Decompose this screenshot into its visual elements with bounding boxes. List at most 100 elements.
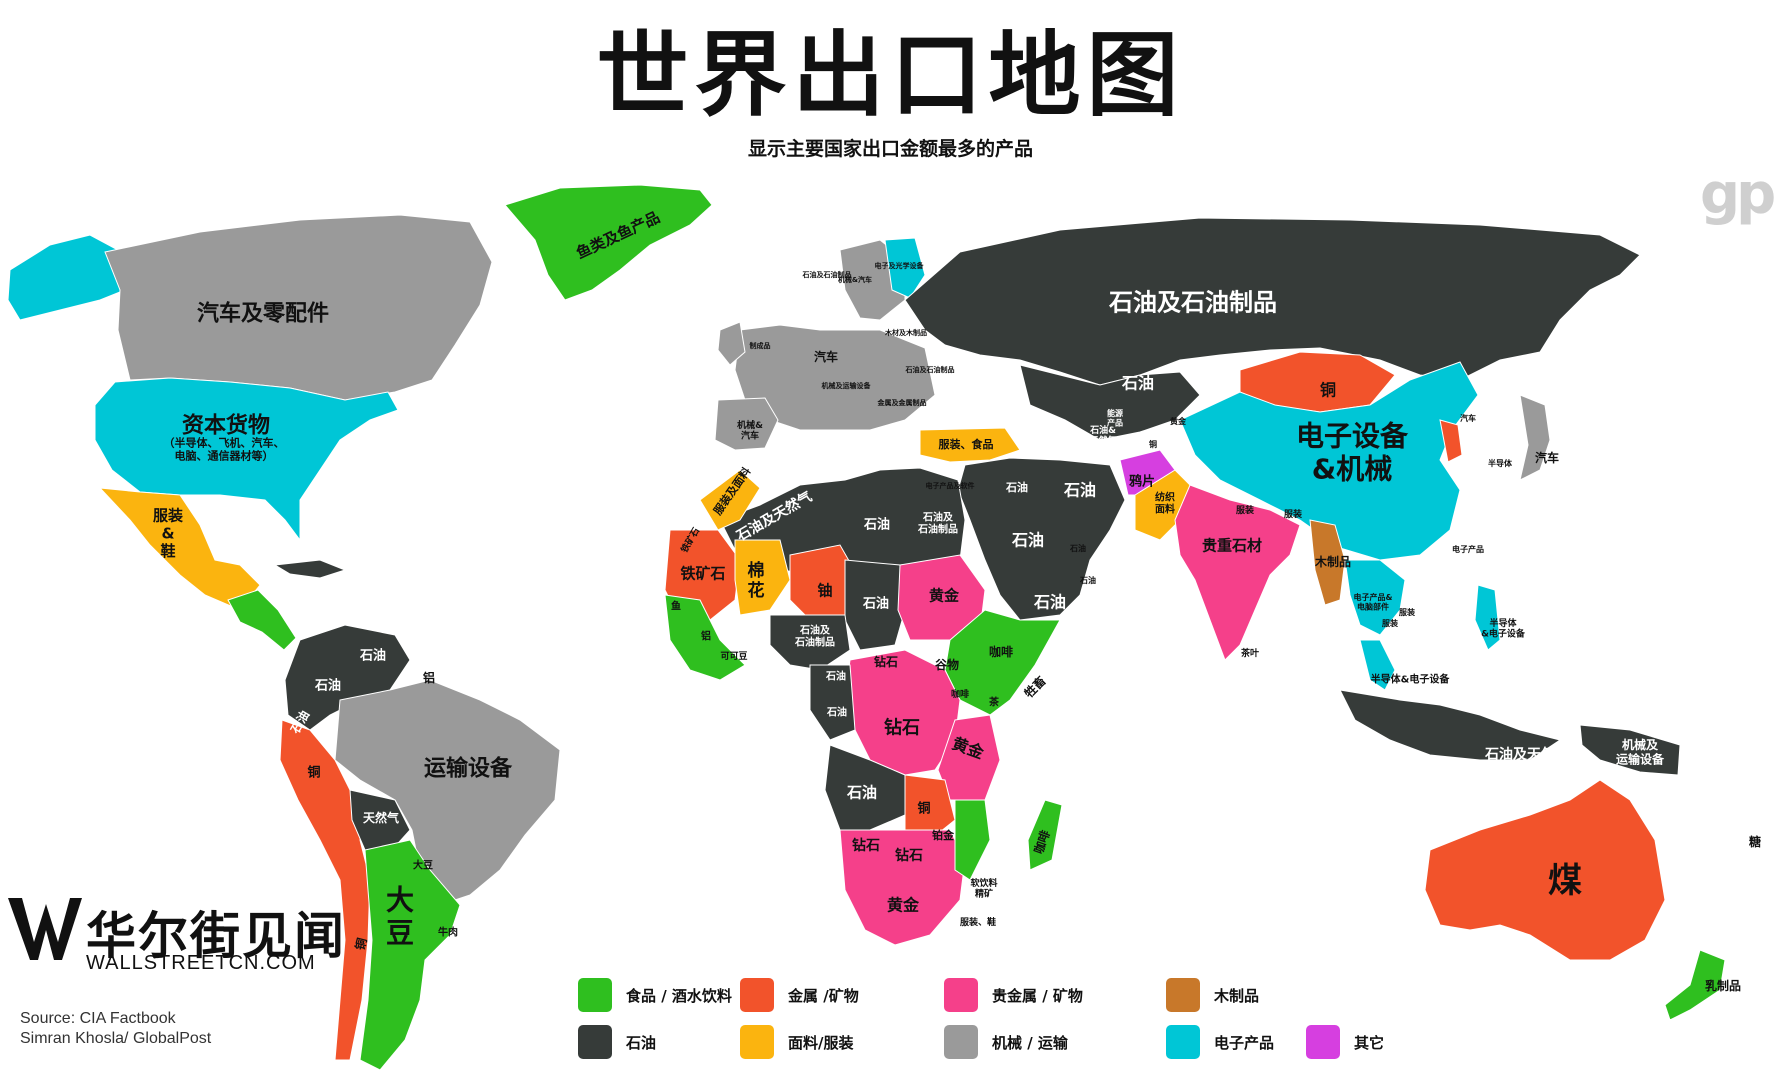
legend-item-electronics: 电子产品	[1166, 1025, 1274, 1059]
region-label-69: 服装	[1236, 504, 1255, 516]
legend-item-machinery: 机械 / 运输	[944, 1025, 1068, 1059]
small-label-1: 机械&汽车	[838, 275, 872, 284]
land-shapes	[7, 184, 1726, 1071]
region-label-67: 电子产品	[1452, 544, 1484, 554]
region-label-68: 服装	[1284, 508, 1303, 520]
region-label-51: 石油及天然气	[1484, 746, 1569, 763]
region-label-47: 铜	[352, 936, 370, 951]
region-label-42: 石油	[359, 648, 386, 664]
legend-item-food: 食品 / 酒水饮料	[578, 978, 732, 1012]
legend-swatch	[578, 1025, 612, 1059]
source-line-1: Source: CIA Factbook	[20, 1010, 176, 1027]
region-label-23: 铁矿石	[680, 564, 725, 582]
region-label-72: 咖啡	[951, 688, 969, 700]
region-brazil	[334, 679, 561, 906]
region-label-27: 黄金	[929, 586, 960, 604]
region-japan	[1519, 394, 1551, 481]
region-label-33: 钻石	[884, 716, 920, 738]
region-label-8: 煤	[1548, 861, 1582, 901]
legend-label: 石油	[626, 1033, 657, 1052]
wallstreetcn-url[interactable]: WALLSTREETCN.COM	[86, 952, 316, 974]
region-uk	[717, 321, 746, 366]
map-title: 世界出口地图	[596, 22, 1185, 129]
region-label-73: 可可豆	[720, 651, 747, 662]
region-west-coast-food	[664, 594, 746, 681]
region-label-54: 木制品	[1314, 554, 1351, 569]
region-canada	[104, 214, 493, 401]
legend-swatch	[944, 978, 978, 1012]
region-label-16: 鸦片	[1129, 474, 1155, 490]
region-label-65: 服装、鞋	[960, 916, 996, 928]
region-label-4: （半导体、飞机、汽车、电脑、通信器材等）	[164, 435, 285, 462]
region-morocco	[699, 469, 761, 531]
region-label-62: 石油	[826, 706, 847, 719]
small-label-4: 制成品	[750, 341, 771, 350]
wallstreetcn-name: 华尔街见闻	[86, 906, 346, 965]
region-caribbean	[273, 559, 347, 579]
region-label-74: 铝	[701, 630, 711, 643]
region-india	[1174, 484, 1301, 661]
region-label-79: 电子产品&电脑部件	[1354, 592, 1393, 611]
small-label-13: 石油	[1079, 575, 1096, 585]
region-label-57: 乳制品	[1705, 978, 1741, 993]
region-se-asia	[1344, 559, 1406, 636]
region-mozambique	[954, 799, 991, 881]
source-line-2: Simran Khosla/ GlobalPost	[20, 1030, 212, 1047]
region-finland	[884, 237, 926, 299]
region-label-13: 石油	[1063, 481, 1096, 500]
region-southern-africa	[839, 829, 966, 946]
map-subtitle: 显示主要国家出口金额最多的产品	[747, 138, 1033, 160]
region-label-14: 石油	[1011, 531, 1044, 550]
region-png	[1579, 724, 1681, 776]
region-label-46: 天然气	[363, 810, 399, 825]
region-myanmar	[1309, 519, 1346, 606]
region-label-26: 石油	[862, 596, 889, 612]
region-label-2: 汽车及零配件	[197, 301, 329, 327]
region-label-36: 铜	[916, 801, 930, 817]
globalpost-logo: gp	[1700, 162, 1776, 227]
region-iberia	[714, 397, 779, 451]
region-label-11: 石油	[1121, 374, 1154, 393]
legend-label: 食品 / 酒水饮料	[626, 986, 732, 1005]
region-madagascar	[1027, 799, 1063, 871]
region-label-40: 铂金	[932, 828, 955, 842]
legend-label: 金属 /矿物	[788, 986, 859, 1005]
region-label-63: 石油	[825, 670, 846, 683]
region-angola	[824, 744, 906, 831]
region-label-75: 鱼	[671, 600, 681, 613]
region-label-38: 钻石	[895, 847, 923, 864]
region-turkey	[919, 427, 1021, 463]
region-malaysia	[1359, 639, 1396, 691]
region-label-31: 谷物	[935, 657, 959, 672]
legend-swatch	[578, 978, 612, 1012]
region-mexico	[98, 487, 261, 611]
small-label-5: 机械及运输设备	[822, 381, 872, 390]
region-label-60: 机械&汽车	[737, 419, 763, 442]
legend-swatch	[944, 1025, 978, 1059]
region-label-35: 石油	[846, 783, 877, 801]
region-label-71: 茶	[988, 696, 1000, 709]
region-label-50: 铝	[423, 670, 435, 685]
region-label-55: 半导体&电子设备	[1371, 673, 1451, 686]
region-indonesia	[1339, 689, 1562, 761]
region-label-37: 钻石	[852, 837, 880, 854]
region-label-3: 资本货物	[182, 413, 270, 439]
legend-swatch	[1166, 978, 1200, 1012]
region-label-59: 汽车	[814, 349, 838, 364]
region-peru-chile	[279, 719, 371, 1061]
region-label-10: 贵重石材	[1202, 536, 1262, 554]
small-label-3: 石油及石油制品	[905, 365, 955, 374]
legend-label: 电子产品	[1214, 1033, 1275, 1052]
region-label-17: 纺织面料	[1155, 491, 1175, 516]
small-label-0: 电子及光学设备	[875, 261, 925, 270]
region-label-66: 半导体	[1488, 458, 1513, 468]
region-label-64: 软饮料精矿	[970, 877, 997, 900]
region-label-61: 石油	[1005, 480, 1028, 494]
region-label-32: 钻石	[874, 654, 898, 669]
legend-label: 木制品	[1214, 986, 1260, 1005]
legend-swatch	[1306, 1025, 1340, 1059]
region-label-20: 石油及石油制品	[917, 511, 958, 536]
small-label-8: 黄金	[1170, 416, 1187, 426]
legend-label: 其它	[1354, 1033, 1385, 1052]
region-greenland	[504, 184, 713, 301]
